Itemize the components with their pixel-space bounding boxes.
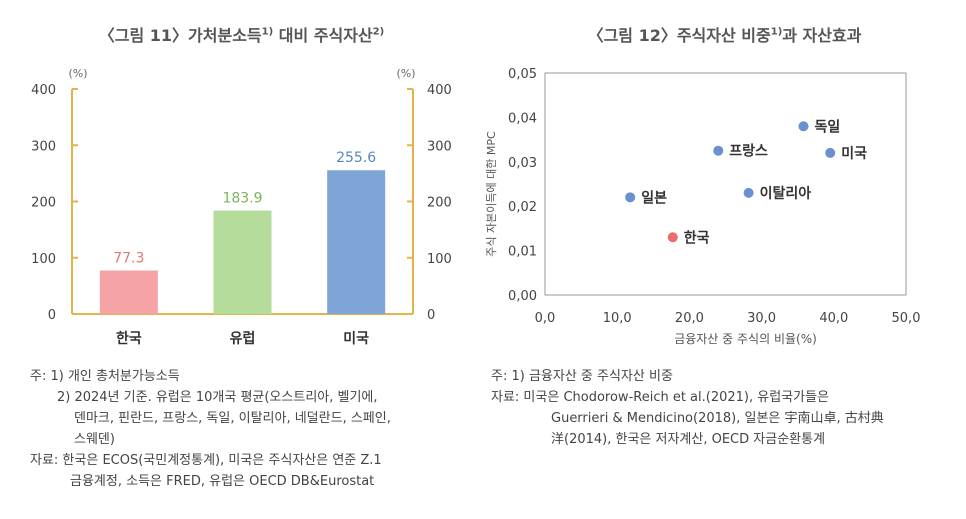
y-tick-label: 0,00 <box>508 289 537 304</box>
figure-11-title: 〈그림 11〉가처분소득1) 대비 주식자산2) <box>0 22 483 46</box>
bar <box>327 170 386 314</box>
x-tick-label: 50,0 <box>892 311 921 326</box>
point-label: 이탈리아 <box>760 185 812 202</box>
scatter-point <box>798 121 809 132</box>
y-tick-label: 0,02 <box>508 200 537 215</box>
point-label: 일본 <box>641 190 667 206</box>
figure-11-notes: 주: 1) 개인 총처분가능소득 2) 2024년 기준. 유럽은 10개국 평… <box>30 366 391 492</box>
source-line: 자료: 미국은 Chodorow-Reich et al.(2021), 유럽국… <box>491 390 830 405</box>
note-line: 주: 1) 금융자산 중 주식자산 비중 <box>491 369 673 384</box>
scatter-point <box>625 192 636 203</box>
source-line: 자료: 한국은 ECOS(국민계정통계), 미국은 주식자산은 연준 Z.1 <box>30 453 382 468</box>
y-axis-unit-left: (%) <box>68 67 87 80</box>
source-line: 금융계정, 소득은 FRED, 유럽은 OECD DB&Eurostat <box>70 474 375 489</box>
scatter-point <box>743 187 754 198</box>
x-axis-label: 금융자산 중 주식의 비율(%) <box>674 332 817 346</box>
scatter-point <box>667 232 678 243</box>
x-tick-label: 10,0 <box>603 311 632 326</box>
figure-12-title-footnote: 1) <box>770 26 783 38</box>
y-tick-label: 0,05 <box>508 67 537 82</box>
point-label: 한국 <box>684 230 710 246</box>
y-tick-label-right: 100 <box>427 252 452 267</box>
y-tick-label-left: 300 <box>31 139 56 154</box>
point-label: 프랑스 <box>729 144 768 160</box>
bar-value-label: 255.6 <box>336 150 376 166</box>
y-tick-label-left: 100 <box>31 252 56 267</box>
bar <box>213 210 272 314</box>
y-axis-label: 주식 자본이득에 대한 MPC <box>485 131 498 257</box>
y-tick-label-left: 400 <box>31 83 56 98</box>
point-label: 미국 <box>841 146 867 162</box>
bar-value-label: 183.9 <box>222 191 262 207</box>
x-category-label: 미국 <box>343 331 369 347</box>
source-line: Guerrieri & Mendicino(2018), 일본은 宇南山卓, 古… <box>551 411 884 426</box>
point-label: 독일 <box>814 119 840 135</box>
x-tick-label: 20,0 <box>675 311 704 326</box>
scatter-chart: 0,000,010,020,030,040,050,0 10,0 20,0 30,0 4… <box>485 67 921 346</box>
figure-11-title-text: 〈그림 11〉가처분소득 <box>98 26 262 45</box>
y-tick-label-left: 0 <box>48 308 56 323</box>
y-tick-label: 0,03 <box>508 156 537 171</box>
x-category-label: 유럽 <box>230 331 256 347</box>
right-figure-panel: 〈그림 12〉주식자산 비중1)과 자산효과 0,00 0,01 0,02 0,03 0… <box>483 0 966 519</box>
y-tick-label: 0,01 <box>508 245 537 260</box>
y-tick-label-right: 200 <box>427 196 452 211</box>
figure-11-title-footnote-1: 1) <box>261 26 274 38</box>
note-line: 덴마크, 핀란드, 프랑스, 독일, 이탈리아, 네덜란드, 스페인, <box>74 411 391 426</box>
plot-area-frame <box>544 72 907 296</box>
y-tick-label-left: 200 <box>31 196 56 211</box>
note-line: 주: 1) 개인 총처분가능소득 <box>30 369 180 384</box>
source-line: 洋(2014), 한국은 저자계산, OECD 자금순환통계 <box>551 432 826 447</box>
bar-value-label: 77.3 <box>113 251 144 267</box>
figure-12-title-text: 〈그림 12〉주식자산 비중 <box>587 26 771 45</box>
figure-11-title-middle: 대비 주식자산 <box>273 26 373 45</box>
x-tick-label: 40,0 <box>819 311 848 326</box>
note-line: 스웨덴) <box>74 432 115 447</box>
y-axis-unit-right: (%) <box>396 67 415 80</box>
scatter-point <box>825 147 836 158</box>
bar-chart: (%) (%) 0 0 100 100 200 200 300 300 400 400 77.3 한국 18… <box>31 67 452 347</box>
y-tick-label-right: 0 <box>427 308 435 323</box>
x-tick-label: 0,0 <box>535 311 556 326</box>
bar <box>99 270 158 314</box>
figure-12-notes: 주: 1) 금융자산 중 주식자산 비중 자료: 미국은 Chodorow-Re… <box>491 366 884 450</box>
y-tick-label: 0,04 <box>508 111 537 126</box>
figure-12-title-rest: 과 자산효과 <box>782 26 862 45</box>
y-tick-label-right: 400 <box>427 83 452 98</box>
scatter-point <box>713 145 724 156</box>
note-line: 2) 2024년 기준. 유럽은 10개국 평균(오스트리아, 벨기에, <box>57 390 378 405</box>
figure-12-title: 〈그림 12〉주식자산 비중1)과 자산효과 <box>483 22 966 46</box>
figure-11-title-footnote-2: 2) <box>372 26 385 38</box>
y-tick-label-right: 300 <box>427 139 452 154</box>
left-figure-panel: 〈그림 11〉가처분소득1) 대비 주식자산2) (%) (%) 0 0 100 100 2… <box>0 22 483 492</box>
x-tick-label: 30,0 <box>747 311 776 326</box>
x-category-label: 한국 <box>116 331 142 347</box>
